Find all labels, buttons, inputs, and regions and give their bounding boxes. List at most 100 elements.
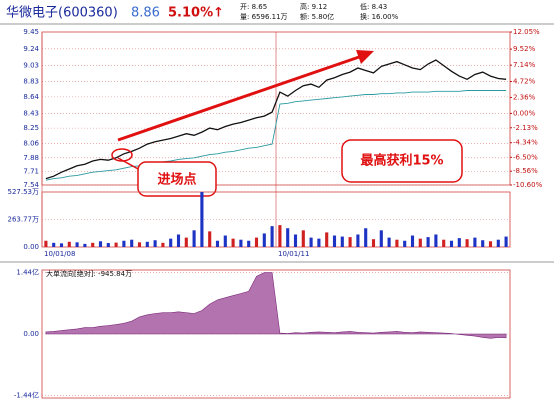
y2-tick-label: -6.50% <box>513 153 538 161</box>
volume-bar <box>473 237 477 247</box>
trend-arrow <box>117 54 363 142</box>
volume-bar <box>481 240 485 247</box>
y2-tick-label: -8.56% <box>513 167 538 175</box>
volume-bar <box>403 240 407 247</box>
volume-bar <box>340 236 344 247</box>
flow-area <box>45 272 507 339</box>
volume-bar <box>504 236 508 247</box>
callout-box <box>137 161 217 197</box>
y-tick-label: 7.88 <box>23 154 39 162</box>
y2-tick-label: -10.60% <box>513 181 543 189</box>
volume-bar <box>153 240 157 247</box>
volume-bar <box>325 232 329 247</box>
volume-bar <box>59 243 64 247</box>
volume-bar <box>184 237 188 247</box>
y-tick-label: 1.44亿 <box>16 268 39 277</box>
volume-bar <box>247 240 251 247</box>
volume-bar <box>114 242 118 247</box>
volume-bar <box>223 235 227 247</box>
volume-bar <box>488 241 493 247</box>
annotation: 最高获利15% <box>360 153 443 169</box>
y-tick-label: 9.45 <box>23 28 39 36</box>
y-tick-label: 9.24 <box>23 45 39 53</box>
volume-bar <box>122 240 126 247</box>
volume-bar <box>200 192 204 247</box>
y2-tick-label: -2.13% <box>513 124 538 132</box>
volume-bar <box>215 240 220 247</box>
volume-bar <box>442 239 446 247</box>
volume-bar <box>434 234 438 247</box>
volume-bar <box>130 239 134 247</box>
volume-bar <box>418 238 422 247</box>
volume-bar <box>145 241 149 247</box>
volume-bar <box>457 238 461 247</box>
y-tick-label: 7.71 <box>23 167 39 175</box>
y2-tick-label: 4.72% <box>513 78 536 86</box>
y-tick-label: 8.43 <box>23 110 39 118</box>
price: 8.86 <box>131 6 160 21</box>
info: 量: 6596.11万 <box>240 13 288 21</box>
volume-bar <box>176 234 181 247</box>
volume-bar <box>75 242 79 247</box>
volume-bar <box>137 242 142 247</box>
volume-bar <box>395 239 399 247</box>
y-tick-label: 8.64 <box>23 93 39 101</box>
y-tick-label: 8.25 <box>23 124 39 132</box>
x-tick-label: 10/01/08 <box>44 250 75 258</box>
stock-name: 华微电子(600360) <box>6 6 118 21</box>
change: 5.10%↑ <box>168 6 224 21</box>
callout <box>117 157 141 171</box>
volume-bar <box>449 240 454 247</box>
volume-bar <box>379 230 383 247</box>
volume-bar <box>192 230 196 247</box>
info: 换: 16.00% <box>360 12 399 21</box>
volume-bar <box>309 237 313 247</box>
volume-bar <box>293 234 298 247</box>
volume-bar <box>44 240 48 247</box>
y-tick-label: 0.00 <box>23 330 39 338</box>
volume-bar <box>317 238 321 247</box>
volume-bar <box>91 242 95 247</box>
y-tick-label: -1.44亿 <box>14 390 39 399</box>
volume-bar <box>161 242 165 247</box>
y-tick-label: 263.77万 <box>8 215 40 223</box>
y-tick-label: 8.06 <box>23 139 39 147</box>
volume-bar <box>426 237 430 247</box>
volume-bar <box>278 225 282 247</box>
volume-bar <box>348 237 352 247</box>
volume-bar <box>106 243 110 247</box>
callout-box <box>341 139 463 183</box>
volume-bar <box>465 239 469 247</box>
info: 开: 8.65 <box>240 3 267 11</box>
volume-bar <box>496 239 500 247</box>
volume-bar <box>301 230 305 247</box>
volume-bar <box>98 241 103 247</box>
y2-tick-label: 2.36% <box>513 93 536 101</box>
y-tick-label: 0.00 <box>23 243 39 251</box>
info: 高: 9.12 <box>300 2 327 11</box>
volume-bar <box>231 238 235 247</box>
price-line <box>45 90 507 181</box>
y-tick-label: 8.83 <box>23 78 39 86</box>
volume-bar <box>286 228 290 247</box>
volume-bar <box>239 239 243 247</box>
y2-tick-label: 9.52% <box>513 45 536 53</box>
info: 低: 8.43 <box>360 2 387 11</box>
volume-bar <box>332 235 337 247</box>
volume-bar <box>169 238 173 247</box>
arrow-head <box>356 50 374 64</box>
panel-title: 大单流向[绝对]: -945.84万 <box>46 269 132 278</box>
x-tick-label: 10/01/11 <box>278 250 309 258</box>
info: 额: 5.80亿 <box>300 12 334 21</box>
volume-bar <box>410 235 415 247</box>
volume-bar <box>262 233 266 247</box>
price-line <box>45 59 507 180</box>
volume-bar <box>52 242 56 247</box>
y2-tick-label: 0.00% <box>513 109 536 117</box>
y2-tick-label: 12.05% <box>513 28 540 36</box>
y2-tick-label: -4.34% <box>513 139 538 147</box>
volume-bar <box>270 226 274 247</box>
y-tick-label: 527.53万 <box>8 188 40 196</box>
